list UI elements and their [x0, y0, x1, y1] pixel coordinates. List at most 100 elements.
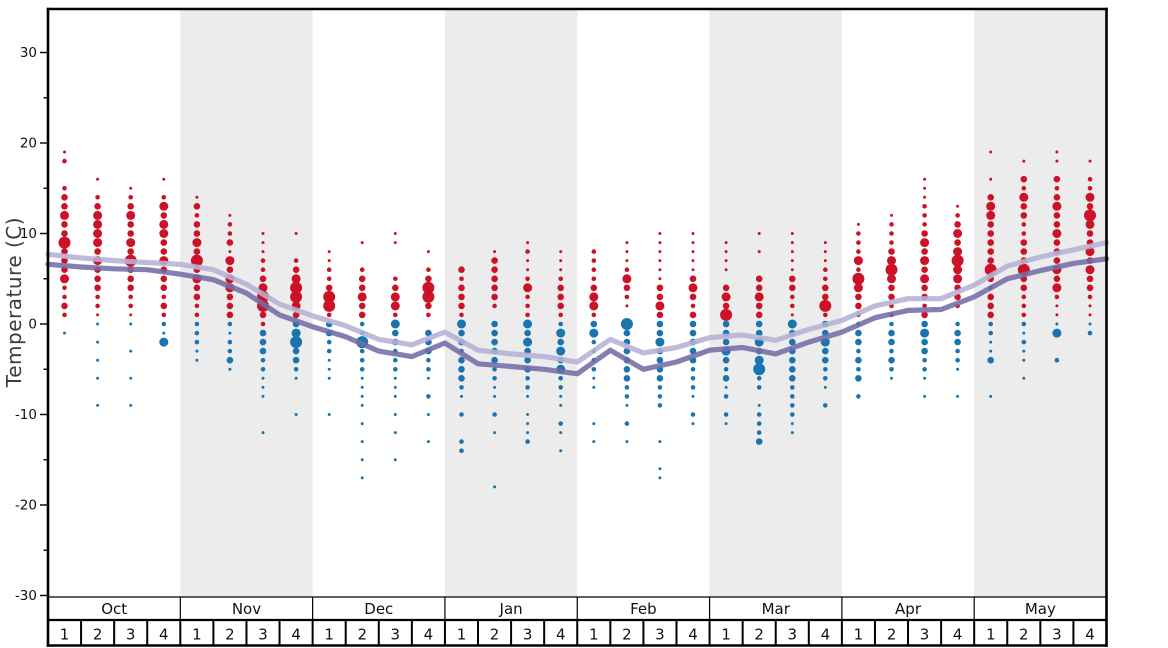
min-temp-dot	[493, 385, 497, 389]
min-temp-dot	[259, 347, 267, 355]
week-label: 2	[1019, 626, 1029, 644]
max-temp-dot	[656, 293, 664, 301]
max-temp-dot	[225, 256, 235, 266]
y-tick-label: 0	[28, 317, 37, 333]
max-temp-dot	[890, 213, 893, 217]
max-temp-dot	[987, 257, 994, 264]
min-temp-dot	[227, 339, 233, 345]
min-temp-dot	[393, 357, 398, 363]
max-temp-dot	[688, 283, 698, 293]
max-temp-dot	[591, 267, 597, 273]
min-temp-dot	[856, 348, 861, 354]
max-temp-dot	[127, 284, 134, 292]
min-temp-dot	[558, 376, 563, 381]
max-temp-dot	[853, 256, 863, 266]
min-temp-dot	[789, 375, 796, 382]
min-temp-dot	[260, 357, 266, 363]
min-temp-dot	[989, 340, 993, 344]
max-temp-dot	[95, 303, 100, 309]
max-temp-dot	[160, 284, 168, 292]
max-temp-dot	[393, 276, 398, 282]
max-temp-dot	[491, 284, 498, 292]
min-temp-dot	[658, 440, 662, 444]
min-temp-dot	[226, 356, 234, 364]
max-temp-dot	[261, 250, 265, 254]
max-temp-dot	[458, 293, 465, 301]
max-temp-dot	[226, 239, 234, 246]
max-temp-dot	[920, 274, 930, 284]
week-label: 1	[589, 626, 599, 644]
max-temp-dot	[62, 312, 67, 318]
min-temp-dot	[756, 421, 762, 426]
max-temp-dot	[159, 219, 169, 229]
max-temp-dot	[889, 240, 894, 245]
week-labels: 1 2 3 4 1 2 3 4 1 2 3 4 1 2 3 4 1 2 3 4 1 2 3 4 1 2 3 4 1 2 3 4	[60, 626, 1095, 644]
min-temp-dot	[129, 349, 133, 353]
max-temp-dot	[525, 249, 530, 254]
max-temp-dot	[94, 248, 101, 255]
min-temp-dot	[722, 375, 730, 382]
max-temp-dot	[159, 229, 169, 238]
min-temp-dot	[1055, 322, 1059, 326]
max-temp-dot	[1020, 212, 1028, 219]
min-temp-dot	[491, 356, 498, 364]
max-temp-dot	[126, 238, 136, 248]
min-temp-dot	[690, 376, 696, 381]
max-temp-dot	[591, 276, 597, 282]
max-temp-dot	[558, 312, 563, 318]
min-temp-dot	[261, 431, 265, 435]
month-label: Oct	[101, 600, 127, 618]
min-temp-dot	[989, 394, 993, 398]
week-label: 3	[920, 626, 930, 644]
max-temp-dot	[720, 308, 733, 321]
max-temp-dot	[920, 238, 930, 248]
max-temp-dot	[161, 195, 167, 200]
max-temp-dot	[921, 266, 928, 274]
max-temp-dot	[290, 281, 303, 294]
max-temp-dot	[757, 250, 761, 254]
max-temp-dot	[1055, 304, 1059, 308]
max-temp-dot	[291, 274, 301, 284]
max-temp-dot	[1087, 176, 1093, 182]
max-temp-dot	[128, 294, 133, 300]
week-label: 3	[523, 626, 533, 644]
max-temp-dot	[1087, 186, 1093, 191]
min-temp-dot	[392, 329, 399, 337]
week-label: 1	[854, 626, 864, 644]
max-temp-dot	[790, 294, 795, 300]
max-temp-dot	[1022, 159, 1026, 163]
max-temp-dot	[358, 302, 366, 310]
max-temp-dot	[724, 241, 728, 245]
min-temp-dot	[724, 385, 728, 389]
month-label: Nov	[232, 600, 261, 618]
max-temp-dot	[953, 229, 963, 238]
max-temp-dot	[856, 240, 861, 245]
min-temp-dot	[790, 422, 794, 426]
max-temp-dot	[591, 258, 597, 263]
max-temp-dot	[161, 294, 167, 300]
min-temp-dot	[393, 394, 397, 398]
max-temp-dot	[819, 299, 832, 312]
month-shade-band	[444, 9, 578, 597]
max-temp-dot	[558, 276, 563, 282]
max-temp-dot	[294, 232, 298, 235]
max-temp-dot	[789, 275, 796, 283]
max-temp-dot	[823, 267, 828, 273]
y-tick-label: 20	[20, 136, 37, 152]
max-temp-dot	[656, 311, 664, 319]
max-temp-dot	[260, 267, 266, 273]
max-temp-dot	[625, 250, 629, 254]
min-temp-dot	[259, 329, 267, 337]
min-temp-dot	[989, 349, 993, 353]
min-temp-dot	[592, 440, 596, 444]
max-temp-dot	[126, 210, 136, 220]
max-temp-dot	[259, 275, 267, 283]
max-temp-dot	[62, 294, 67, 300]
min-temp-dot	[524, 329, 531, 337]
week-label: 4	[291, 626, 301, 644]
y-tick-label: 30	[20, 45, 37, 61]
min-temp-dot	[723, 367, 729, 372]
week-label: 2	[357, 626, 367, 644]
max-temp-dot	[1085, 219, 1095, 229]
